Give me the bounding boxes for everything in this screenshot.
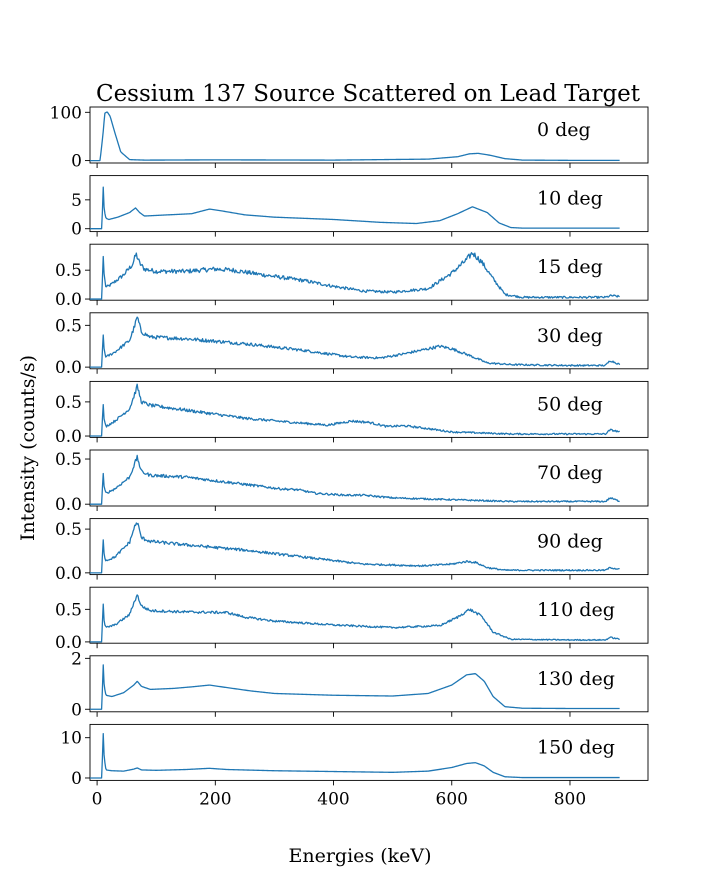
spectrum-line bbox=[90, 733, 620, 779]
panel-frame bbox=[89, 518, 649, 576]
y-tick-label: 5 bbox=[71, 191, 82, 211]
spectrum-line bbox=[90, 252, 620, 300]
x-tick-label: 200 bbox=[199, 789, 231, 809]
panel-110-deg: 0.0 0.5 110 deg bbox=[55, 586, 649, 653]
panel-frame bbox=[89, 586, 649, 644]
panel-50-deg: 0.0 0.5 50 deg bbox=[55, 380, 649, 447]
panel-30-deg: 0.0 0.5 30 deg bbox=[55, 312, 649, 378]
y-tick-label: 0 bbox=[71, 769, 82, 789]
panel-angle-label: 90 deg bbox=[537, 531, 603, 553]
panel-angle-label: 150 deg bbox=[537, 736, 615, 758]
panel-frame bbox=[89, 723, 649, 781]
y-tick-label: 0 bbox=[71, 152, 82, 172]
chart-title: Cessium 137 Source Scattered on Lead Tar… bbox=[96, 81, 641, 107]
panel-0-deg: 0 100 0 deg bbox=[50, 103, 649, 172]
panel-frame bbox=[89, 106, 649, 164]
y-tick-label: 0.5 bbox=[55, 316, 82, 336]
panel-10-deg: 0 5 10 deg bbox=[71, 175, 649, 240]
panel-frame bbox=[89, 243, 649, 301]
spectrum-line bbox=[90, 383, 621, 437]
panel-angle-label: 30 deg bbox=[537, 325, 603, 347]
x-tick-label: 400 bbox=[317, 789, 349, 809]
y-axis-label: Intensity (counts/s) bbox=[17, 355, 39, 541]
x-axis-label: Energies (keV) bbox=[288, 845, 431, 867]
spectrum-line bbox=[90, 111, 620, 162]
y-tick-label: 0.0 bbox=[55, 633, 82, 653]
panel-130-deg: 0 2 130 deg bbox=[71, 649, 649, 720]
panel-15-deg: 0.0 0.5 15 deg bbox=[55, 243, 649, 310]
y-tick-label: 2 bbox=[71, 649, 82, 669]
panel-angle-label: 15 deg bbox=[537, 256, 603, 278]
panel-frame bbox=[89, 449, 649, 507]
panel-angle-label: 10 deg bbox=[537, 188, 603, 210]
y-tick-label: 0.0 bbox=[55, 290, 82, 310]
x-tick-label: 600 bbox=[436, 789, 468, 809]
x-tick-label: 800 bbox=[554, 789, 586, 809]
y-tick-label: 0 bbox=[71, 700, 82, 720]
y-tick-label: 0.5 bbox=[55, 600, 82, 620]
panel-frame bbox=[89, 312, 649, 370]
y-tick-label: 0.5 bbox=[55, 520, 82, 540]
y-tick-label: 0.5 bbox=[55, 261, 82, 281]
panel-frame bbox=[89, 175, 649, 233]
spectrum-line bbox=[90, 664, 620, 710]
panel-angle-label: 70 deg bbox=[537, 462, 603, 484]
panel-90-deg: 0.0 0.5 90 deg bbox=[55, 518, 649, 584]
panel-frame bbox=[89, 655, 649, 713]
spectrum-line bbox=[90, 594, 620, 643]
spectrum-line bbox=[90, 316, 621, 368]
panel-angle-label: 50 deg bbox=[537, 393, 603, 415]
panel-angle-label: 0 deg bbox=[537, 119, 591, 141]
y-tick-label: 0.0 bbox=[55, 427, 82, 447]
y-tick-label: 0.5 bbox=[55, 450, 82, 470]
y-tick-label: 0.0 bbox=[55, 564, 82, 584]
y-tick-label: 0.5 bbox=[55, 393, 82, 413]
y-tick-label: 100 bbox=[50, 103, 82, 123]
spectrum-line bbox=[90, 522, 620, 574]
y-tick-label: 0 bbox=[71, 220, 82, 240]
panel-70-deg: 0.0 0.5 70 deg bbox=[55, 449, 649, 515]
panel-frame bbox=[89, 380, 649, 438]
spectrum-line bbox=[90, 186, 620, 230]
x-tick-label: 0 bbox=[92, 789, 103, 809]
spectrum-line bbox=[90, 454, 620, 505]
y-tick-label: 0.0 bbox=[55, 495, 82, 515]
y-tick-label: 0.0 bbox=[55, 358, 82, 378]
panel-angle-label: 110 deg bbox=[537, 599, 615, 621]
y-tick-label: 10 bbox=[60, 729, 82, 749]
panel-angle-label: 130 deg bbox=[537, 668, 615, 690]
